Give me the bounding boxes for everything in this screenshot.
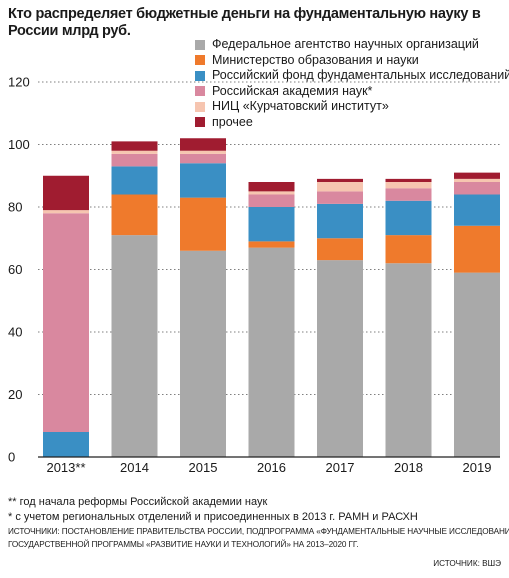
bar-segment bbox=[248, 247, 295, 457]
legend-swatch bbox=[195, 117, 205, 128]
legend-item: Российский фонд фундаментальных исследов… bbox=[195, 68, 509, 84]
bar-segment bbox=[180, 150, 226, 154]
bar-segment bbox=[454, 225, 500, 273]
legend-swatch bbox=[195, 39, 205, 50]
legend-item: прочее bbox=[195, 115, 509, 131]
legend-label: Министерство образования и науки bbox=[212, 52, 419, 67]
bar-segment bbox=[317, 203, 363, 239]
bar-segment bbox=[180, 153, 226, 164]
bar-segment bbox=[385, 182, 432, 189]
bar-chart: 0 20 40 60 80 100 120 2013** 2014 2015 2016 2017 201… bbox=[8, 75, 500, 475]
bar-segment bbox=[111, 150, 158, 154]
bar-segment bbox=[180, 163, 226, 198]
x-tick-label: 2013** bbox=[46, 460, 85, 475]
source-hse: ИСТОЧНИК: ВШЭ bbox=[433, 559, 501, 568]
bar-segment bbox=[43, 210, 89, 214]
legend-item: НИЦ «Курчатовский институт» bbox=[195, 99, 509, 115]
bar-segment bbox=[248, 191, 295, 195]
bar-segment bbox=[43, 432, 89, 457]
bar-segment bbox=[385, 235, 432, 264]
legend-swatch bbox=[195, 55, 205, 66]
y-tick-label: 120 bbox=[8, 75, 30, 90]
footnote-regional: * с учетом региональных отделений и прис… bbox=[8, 511, 418, 523]
x-tick-label: 2019 bbox=[463, 460, 492, 475]
bar-segment bbox=[317, 238, 363, 261]
bar-segment bbox=[248, 207, 295, 242]
y-tick-label: 0 bbox=[8, 450, 15, 465]
footnote-reform: ** год начала реформы Российской академи… bbox=[8, 496, 268, 508]
bar-segment bbox=[317, 260, 363, 457]
y-tick-label: 60 bbox=[8, 262, 22, 277]
bar-segment bbox=[317, 178, 363, 182]
bar-segment bbox=[454, 178, 500, 182]
bar-segment bbox=[43, 213, 89, 432]
y-tick-label: 100 bbox=[8, 137, 30, 152]
bar-segment bbox=[248, 241, 295, 248]
bar-segment bbox=[317, 182, 363, 192]
legend-label: Федеральное агентство научных организаци… bbox=[212, 37, 479, 51]
legend-item: Российская академия наук* bbox=[195, 84, 509, 100]
y-tick-label: 80 bbox=[8, 200, 22, 215]
legend-label: Российский фонд фундаментальных исследов… bbox=[212, 68, 509, 82]
sources-line-2: ГОСУДАРСТВЕННОЙ ПРОГРАММЫ «РАЗВИТИЕ НАУК… bbox=[8, 540, 359, 549]
x-tick-label: 2014 bbox=[120, 460, 149, 475]
bar-segment bbox=[248, 182, 295, 192]
bar-segment bbox=[111, 153, 158, 167]
bar-segment bbox=[317, 191, 363, 204]
bar-segment bbox=[180, 250, 226, 457]
legend-swatch bbox=[195, 86, 205, 97]
legend-swatch bbox=[195, 70, 205, 81]
legend-label: Российская академия наук* bbox=[212, 83, 373, 98]
bar-segment bbox=[385, 188, 432, 201]
legend-label: прочее bbox=[212, 114, 253, 129]
x-tick-label: 2016 bbox=[257, 460, 286, 475]
bar-segment bbox=[454, 272, 500, 457]
bar-segment bbox=[454, 172, 500, 179]
legend-item: Министерство образования и науки bbox=[195, 53, 509, 69]
footnotes: ** год начала реформы Российской академи… bbox=[8, 495, 509, 551]
legend-item: Федеральное агентство научных организаци… bbox=[195, 37, 509, 53]
x-tick-label: 2017 bbox=[326, 460, 355, 475]
bar-segment bbox=[111, 141, 158, 151]
bar-segment bbox=[111, 194, 158, 236]
y-tick-label: 40 bbox=[8, 325, 22, 340]
legend-label: НИЦ «Курчатовский институт» bbox=[212, 99, 389, 113]
bar-segment bbox=[454, 182, 500, 195]
bar-segment bbox=[111, 166, 158, 195]
sources-line-1: ИСТОЧНИКИ: ПОСТАНОВЛЕНИЕ ПРАВИТЕЛЬСТВА Р… bbox=[8, 527, 509, 536]
bar-segment bbox=[385, 178, 432, 182]
bar-segment bbox=[454, 194, 500, 226]
y-tick-label: 20 bbox=[8, 387, 22, 402]
bar-segment bbox=[385, 200, 432, 236]
bar-segment bbox=[385, 263, 432, 457]
x-tick-label: 2015 bbox=[189, 460, 218, 475]
bar-segment bbox=[43, 175, 89, 211]
bar-segment bbox=[180, 197, 226, 251]
bar-segment bbox=[180, 138, 226, 151]
chart-title: Кто распределяет бюджетные деньги на фун… bbox=[8, 6, 481, 39]
x-tick-label: 2018 bbox=[394, 460, 423, 475]
bar-segment bbox=[111, 235, 158, 457]
legend-swatch bbox=[195, 101, 205, 112]
bar-segment bbox=[248, 194, 295, 207]
legend: Федеральное агентство научных организаци… bbox=[195, 37, 509, 130]
